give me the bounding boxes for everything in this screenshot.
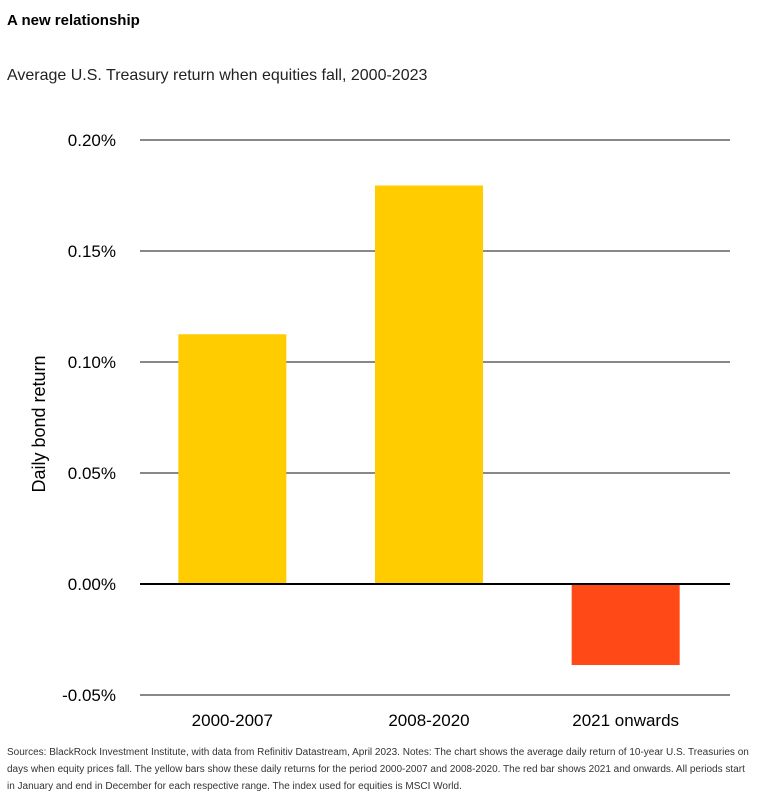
bar-chart: 0.20% 0.15% 0.10% 0.05% 0.00% -0.05% 2000-200… (29, 131, 730, 730)
bar-2008-2020 (375, 185, 483, 584)
chart-heading: A new relationship (7, 12, 140, 29)
bar-2021-onwards (571, 584, 680, 666)
y-tick-label: 0.10% (68, 353, 116, 372)
x-category-label: 2000-2007 (192, 711, 273, 730)
x-axis-labels: 2000-2007 2008-2020 2021 onwards (192, 711, 679, 730)
y-tick-label: 0.15% (68, 242, 116, 261)
y-axis-label: Daily bond return (29, 355, 49, 492)
source-notes: Sources: BlackRock Investment Institute,… (7, 747, 749, 792)
y-tick-label: -0.05% (62, 686, 116, 705)
y-tick-label: 0.00% (68, 575, 116, 594)
x-category-label: 2021 onwards (572, 711, 679, 730)
x-category-label: 2008-2020 (388, 711, 469, 730)
y-axis-ticks: 0.20% 0.15% 0.10% 0.05% 0.00% -0.05% (62, 131, 116, 705)
bar-2000-2007 (178, 334, 287, 584)
chart-subtitle: Average U.S. Treasury return when equiti… (7, 67, 428, 84)
y-tick-label: 0.05% (68, 464, 116, 483)
bars (178, 185, 680, 666)
y-tick-label: 0.20% (68, 131, 116, 150)
